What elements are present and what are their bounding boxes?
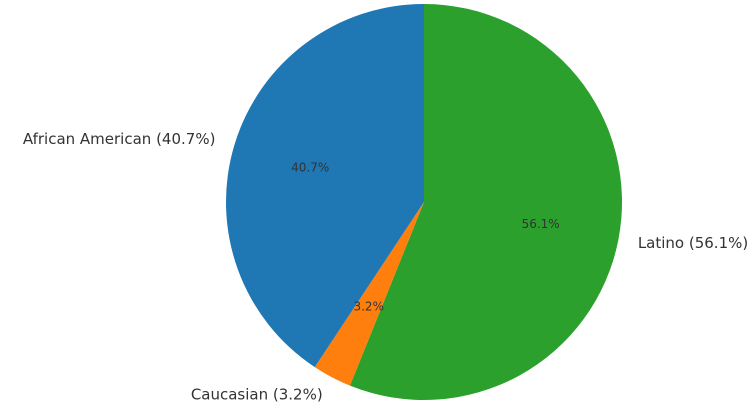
pie-slices (225, 4, 622, 400)
slice-label-latino: Latino (56.1%) (638, 234, 748, 252)
pct-label-caucasian: 3.2% (353, 300, 384, 314)
pie-slice-african-american (225, 4, 424, 368)
slice-label-african-american: African American (40.7%) (23, 130, 216, 148)
pie-slice-latino (349, 4, 622, 400)
slice-label-caucasian: Caucasian (3.2%) (191, 385, 323, 403)
pie-labels: 56.1% Latino (56.1%) 3.2% Caucasian (3.2%) 4… (23, 130, 748, 403)
pie-slice-caucasian (314, 202, 424, 386)
pct-label-latino: 56.1% (522, 217, 560, 231)
pct-label-african-american: 40.7% (291, 160, 329, 174)
